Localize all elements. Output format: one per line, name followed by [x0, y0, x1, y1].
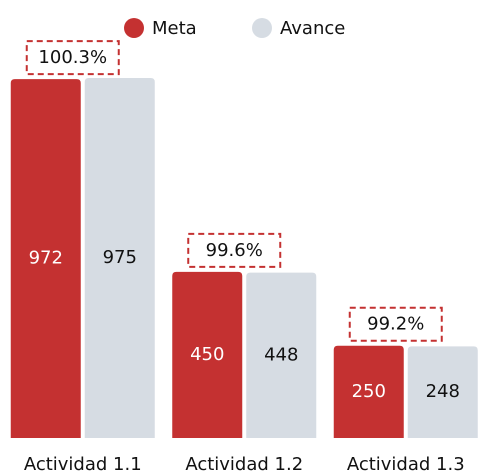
value-label: 250	[352, 381, 386, 402]
bar	[84, 78, 155, 438]
bar	[333, 345, 404, 438]
annotation-box	[25, 40, 120, 76]
x-tick-label: Actividad 1.1	[24, 454, 142, 474]
bar	[10, 79, 81, 438]
value-label: 975	[103, 247, 137, 268]
annotation-box	[187, 232, 282, 268]
legend-swatch	[252, 18, 272, 38]
annotation: 100.3%	[38, 47, 107, 68]
bar	[407, 346, 478, 438]
x-tick-label: Actividad 1.3	[347, 454, 465, 474]
bar	[172, 271, 243, 438]
value-label: 450	[190, 344, 224, 365]
legend-label: Meta	[152, 18, 197, 39]
annotation: 99.2%	[367, 314, 424, 335]
x-tick-label: Actividad 1.2	[185, 454, 303, 474]
value-label: 448	[264, 344, 298, 365]
annotation: 99.6%	[206, 240, 263, 261]
annotation-box	[348, 306, 443, 342]
legend-label: Avance	[280, 18, 345, 39]
bar	[246, 272, 317, 438]
value-label: 248	[426, 381, 460, 402]
legend-swatch	[124, 18, 144, 38]
value-label: 972	[29, 248, 63, 269]
